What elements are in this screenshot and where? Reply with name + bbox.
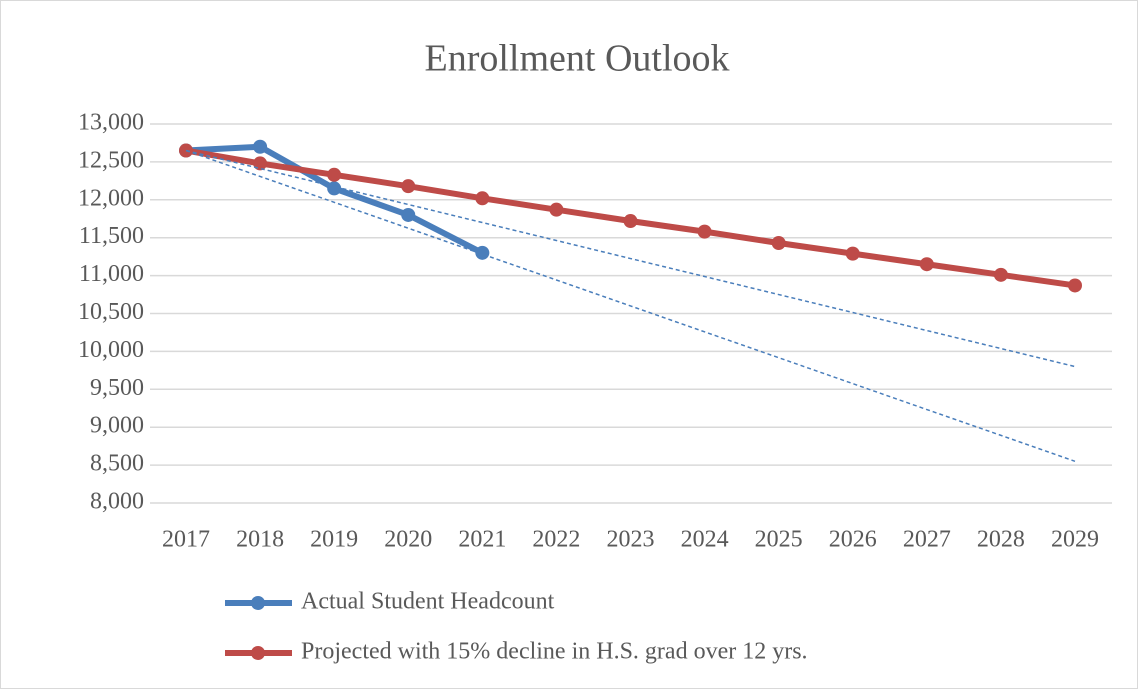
x-tick-label: 2029 <box>1051 527 1099 553</box>
data-point <box>549 202 564 217</box>
data-point <box>623 214 638 229</box>
x-tick-label: 2025 <box>755 527 803 553</box>
y-tick-label: 12,500 <box>78 147 144 173</box>
y-tick-label: 12,000 <box>78 185 144 211</box>
y-tick-label: 11,000 <box>79 261 144 287</box>
x-tick-label: 2018 <box>236 527 284 553</box>
x-tick-label: 2021 <box>458 527 506 553</box>
legend-marker <box>251 646 265 660</box>
y-tick-label: 9,000 <box>90 413 144 439</box>
trendline <box>185 149 1076 463</box>
y-tick-label: 8,000 <box>90 489 144 515</box>
data-point <box>1068 278 1082 293</box>
chart-title: Enrollment Outlook <box>424 38 729 80</box>
y-tick-label: 11,500 <box>79 223 144 249</box>
y-tick-label: 10,500 <box>78 299 144 325</box>
data-point <box>401 207 416 222</box>
y-tick-label: 8,500 <box>90 451 144 477</box>
data-point <box>253 139 268 154</box>
y-tick-label: 10,000 <box>78 337 144 363</box>
legend-label: Projected with 15% decline in H.S. grad … <box>301 639 808 665</box>
legend-marker <box>251 596 265 610</box>
x-tick-label: 2017 <box>162 527 210 553</box>
data-point <box>327 167 342 182</box>
x-tick-label: 2026 <box>829 527 877 553</box>
y-tick-label: 9,500 <box>90 375 144 401</box>
x-tick-label: 2028 <box>977 527 1025 553</box>
y-tick-label: 13,000 <box>78 110 144 136</box>
x-tick-label: 2020 <box>384 527 432 553</box>
legend-label: Actual Student Headcount <box>301 589 555 615</box>
x-tick-label: 2019 <box>310 527 358 553</box>
data-point <box>993 267 1008 282</box>
x-tick-label: 2024 <box>681 527 729 553</box>
data-point <box>771 236 786 251</box>
data-point <box>475 191 490 206</box>
data-point <box>845 246 860 261</box>
data-point <box>697 224 712 239</box>
x-tick-label: 2022 <box>532 527 580 553</box>
data-point <box>253 156 268 171</box>
x-tick-label: 2027 <box>903 527 951 553</box>
data-point <box>475 245 490 260</box>
data-point <box>919 257 934 272</box>
x-tick-label: 2023 <box>607 527 655 553</box>
data-point <box>401 179 416 194</box>
trendline <box>185 149 1076 368</box>
